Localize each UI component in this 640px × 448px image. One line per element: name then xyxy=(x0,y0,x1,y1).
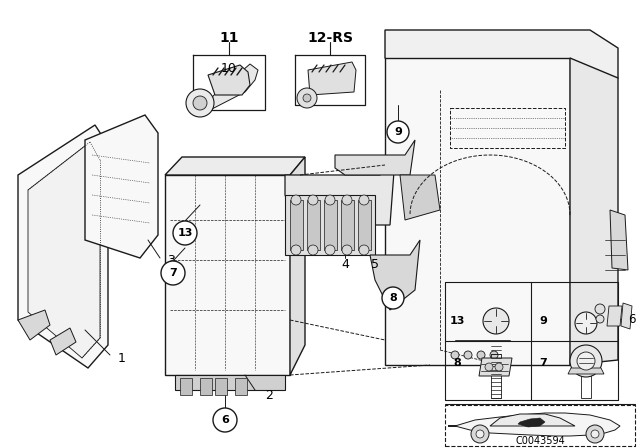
Text: 7: 7 xyxy=(169,268,177,278)
Text: C0043594: C0043594 xyxy=(515,436,565,446)
Polygon shape xyxy=(180,378,192,395)
Polygon shape xyxy=(324,200,337,250)
Circle shape xyxy=(575,312,597,334)
Circle shape xyxy=(477,351,485,359)
Polygon shape xyxy=(341,200,354,250)
Circle shape xyxy=(471,425,489,443)
Text: 9: 9 xyxy=(394,127,402,137)
Polygon shape xyxy=(28,142,100,358)
Circle shape xyxy=(485,363,493,371)
Polygon shape xyxy=(479,358,512,376)
Polygon shape xyxy=(358,200,371,250)
Text: 13: 13 xyxy=(449,316,465,326)
Text: 8: 8 xyxy=(453,358,461,368)
Polygon shape xyxy=(335,140,415,175)
Polygon shape xyxy=(448,413,620,436)
Text: 11: 11 xyxy=(220,31,239,45)
Polygon shape xyxy=(568,368,604,374)
Circle shape xyxy=(325,195,335,205)
Text: 13: 13 xyxy=(177,228,193,238)
Circle shape xyxy=(387,121,409,143)
Polygon shape xyxy=(570,58,618,365)
Circle shape xyxy=(213,408,237,432)
Circle shape xyxy=(308,195,318,205)
Polygon shape xyxy=(307,200,320,250)
Text: 8: 8 xyxy=(389,293,397,303)
Text: 5: 5 xyxy=(371,258,379,271)
Circle shape xyxy=(476,430,484,438)
Circle shape xyxy=(161,261,185,285)
Circle shape xyxy=(570,345,602,377)
Polygon shape xyxy=(210,64,258,110)
Circle shape xyxy=(495,363,503,371)
Circle shape xyxy=(490,351,498,359)
Circle shape xyxy=(308,245,318,255)
Circle shape xyxy=(342,245,352,255)
Polygon shape xyxy=(400,175,440,220)
Circle shape xyxy=(382,287,404,309)
Circle shape xyxy=(451,351,459,359)
Circle shape xyxy=(173,221,197,245)
Circle shape xyxy=(359,195,369,205)
Text: 2: 2 xyxy=(265,388,273,401)
Polygon shape xyxy=(607,306,622,326)
Polygon shape xyxy=(235,378,247,395)
Text: 10: 10 xyxy=(221,61,237,74)
Circle shape xyxy=(595,304,605,314)
Text: 7: 7 xyxy=(539,358,547,368)
Polygon shape xyxy=(165,157,305,175)
Polygon shape xyxy=(200,378,212,395)
Polygon shape xyxy=(285,195,375,255)
Polygon shape xyxy=(18,310,50,340)
Circle shape xyxy=(325,245,335,255)
Circle shape xyxy=(342,195,352,205)
Circle shape xyxy=(291,245,301,255)
Text: 6: 6 xyxy=(221,415,229,425)
Circle shape xyxy=(297,88,317,108)
Polygon shape xyxy=(370,240,420,310)
Polygon shape xyxy=(308,62,356,95)
Polygon shape xyxy=(18,125,108,368)
Polygon shape xyxy=(290,157,305,375)
Polygon shape xyxy=(385,58,570,365)
Circle shape xyxy=(591,430,599,438)
Text: 1: 1 xyxy=(118,352,126,365)
Polygon shape xyxy=(518,418,545,427)
Polygon shape xyxy=(285,158,395,225)
Circle shape xyxy=(586,425,604,443)
Text: 4: 4 xyxy=(341,258,349,271)
Circle shape xyxy=(577,352,595,370)
Polygon shape xyxy=(215,378,227,395)
Polygon shape xyxy=(290,200,303,250)
Polygon shape xyxy=(385,30,618,90)
Text: 6: 6 xyxy=(628,313,636,326)
Circle shape xyxy=(464,351,472,359)
Polygon shape xyxy=(621,303,632,329)
Polygon shape xyxy=(165,175,290,375)
Polygon shape xyxy=(610,210,628,270)
Circle shape xyxy=(186,89,214,117)
Text: 3: 3 xyxy=(167,254,175,267)
Circle shape xyxy=(359,245,369,255)
Text: 9: 9 xyxy=(539,316,547,326)
Circle shape xyxy=(596,315,604,323)
Text: 12-RS: 12-RS xyxy=(307,31,353,45)
Circle shape xyxy=(193,96,207,110)
Circle shape xyxy=(483,308,509,334)
Polygon shape xyxy=(175,375,285,390)
Polygon shape xyxy=(490,414,575,426)
Circle shape xyxy=(291,195,301,205)
Circle shape xyxy=(303,94,311,102)
Polygon shape xyxy=(50,328,76,355)
Polygon shape xyxy=(208,65,250,95)
Polygon shape xyxy=(85,115,158,258)
